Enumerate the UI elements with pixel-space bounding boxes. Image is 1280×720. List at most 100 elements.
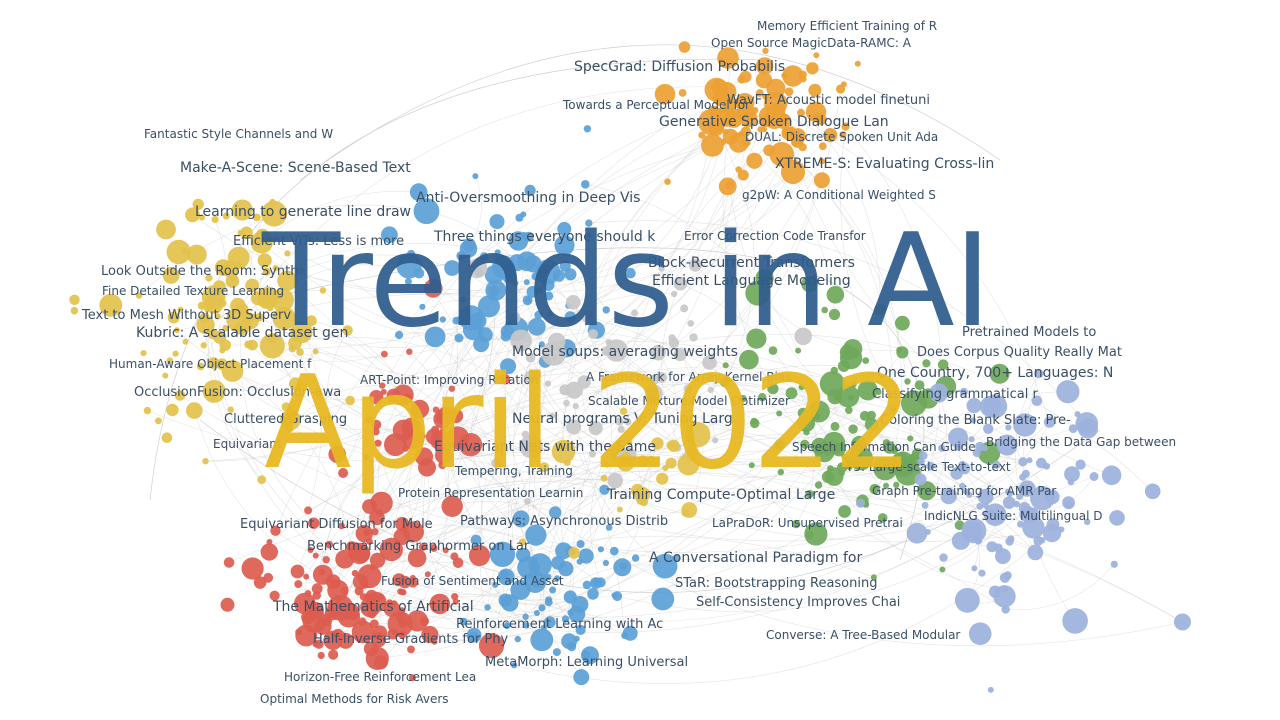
graph-node — [987, 509, 994, 516]
graph-node — [950, 467, 963, 480]
graph-node — [777, 468, 784, 476]
graph-node — [240, 226, 253, 239]
graph-node — [917, 481, 937, 501]
graph-node — [554, 235, 575, 256]
graph-node — [467, 258, 488, 279]
graph-node — [540, 624, 547, 631]
graph-node — [757, 126, 764, 133]
graph-node — [196, 315, 215, 335]
graph-edge — [590, 429, 622, 583]
graph-edge — [300, 254, 496, 291]
graph-node — [253, 576, 267, 589]
graph-node — [435, 413, 445, 424]
graph-node — [312, 564, 333, 585]
graph-node — [269, 198, 276, 206]
graph-node — [993, 585, 1016, 608]
graph-node — [335, 549, 355, 569]
graph-node — [1110, 560, 1118, 568]
graph-node — [372, 427, 380, 436]
graph-node — [205, 274, 213, 282]
graph-node — [769, 142, 795, 167]
graph-node — [838, 505, 851, 518]
graph-node — [583, 125, 592, 133]
graph-node — [549, 586, 557, 594]
paper-label: Memory Efficient Training of R — [757, 19, 937, 33]
graph-node — [906, 522, 928, 544]
graph-node — [557, 221, 572, 236]
graph-node — [889, 406, 896, 413]
graph-node — [245, 278, 260, 293]
paper-label: Towards a Perceptual Model for — [562, 98, 750, 112]
graph-node — [808, 83, 822, 97]
graph-node — [281, 402, 291, 412]
graph-node — [381, 350, 388, 358]
paper-label: Scalable Mixture Model Optimizer — [588, 394, 790, 408]
graph-node — [472, 173, 479, 180]
graph-edge — [680, 90, 816, 284]
graph-node — [396, 253, 422, 279]
graph-node — [369, 552, 386, 568]
graph-node — [929, 383, 949, 403]
graph-node — [166, 239, 191, 265]
graph-node — [937, 359, 949, 371]
paper-label: A Conversational Paradigm for — [649, 550, 862, 566]
graph-node — [619, 407, 628, 415]
graph-node — [624, 417, 632, 426]
graph-node — [241, 557, 264, 580]
graph-node — [524, 370, 538, 384]
graph-node — [470, 534, 482, 546]
paper-label: Pathways: Asynchronous Distrib — [460, 514, 668, 529]
graph-node — [353, 545, 371, 563]
graph-node — [429, 593, 451, 615]
graph-node — [290, 321, 313, 344]
graph-edge — [404, 459, 917, 600]
graph-node — [983, 503, 1007, 526]
graph-node — [229, 273, 238, 282]
graph-edge — [398, 299, 463, 336]
graph-node — [406, 348, 413, 355]
graph-node — [795, 347, 802, 354]
graph-node — [338, 522, 345, 530]
graph-node — [407, 548, 427, 568]
graph-node — [976, 502, 984, 510]
graph-node — [462, 238, 476, 252]
graph-node — [167, 311, 180, 324]
graph-node — [379, 382, 386, 389]
paper-label: Half-Inverse Gradients for Phy — [313, 632, 508, 647]
graph-node — [992, 460, 1001, 469]
graph-node — [524, 498, 531, 505]
graph-node — [512, 280, 519, 287]
graph-node — [140, 350, 147, 357]
graph-node — [454, 333, 464, 343]
graph-node — [567, 642, 577, 652]
graph-node — [549, 412, 556, 419]
graph-node — [222, 324, 229, 332]
graph-node — [319, 287, 327, 294]
graph-node — [1089, 472, 1099, 481]
graph-edge — [413, 352, 903, 584]
paper-label: Generative Spoken Dialogue Lan — [659, 114, 889, 130]
graph-node — [725, 181, 734, 190]
graph-node — [459, 617, 468, 626]
paper-label: The Mathematics of Artificial — [272, 599, 474, 615]
graph-node — [800, 439, 810, 449]
graph-node — [625, 267, 636, 279]
graph-node — [798, 384, 805, 391]
graph-node — [854, 60, 861, 67]
graph-node — [551, 353, 559, 361]
graph-node — [478, 295, 500, 318]
graph-edge — [964, 468, 1023, 490]
graph-edge — [426, 210, 550, 314]
graph-node — [650, 344, 666, 361]
graph-edge — [214, 351, 316, 393]
graph-node — [951, 531, 971, 550]
graph-node — [489, 541, 516, 567]
graph-node — [519, 434, 543, 459]
graph-edge — [272, 336, 553, 417]
graph-node — [883, 482, 889, 489]
graph-node — [1007, 535, 1015, 543]
graph-node — [392, 419, 414, 441]
graph-edge — [845, 126, 942, 467]
graph-node — [590, 577, 602, 589]
